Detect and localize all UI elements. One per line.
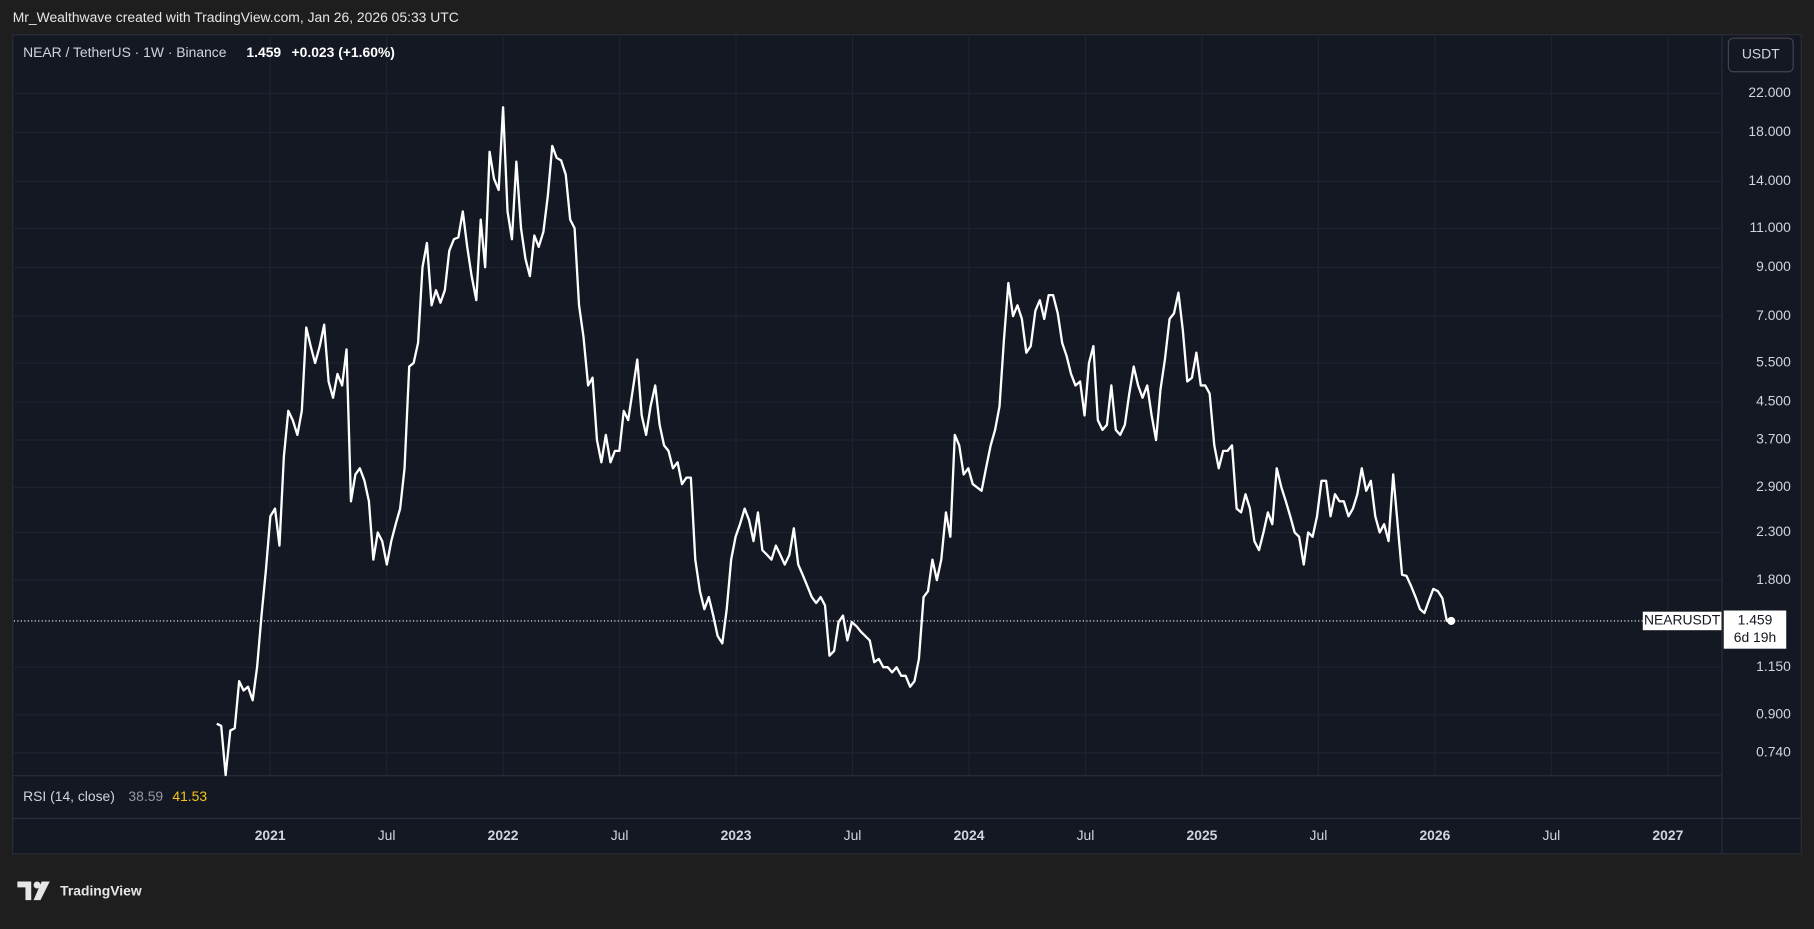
header-change: +0.023 (+1.60%) [292, 44, 395, 60]
top-bar: Mr_Wealthwave created with TradingView.c… [13, 9, 459, 25]
logo-icon [33, 881, 41, 889]
y-tick-label: 9.000 [1756, 258, 1791, 274]
price-tag [1723, 610, 1787, 649]
currency-button[interactable] [1727, 37, 1794, 73]
brand: TradingView [60, 883, 142, 899]
x-tick-label: Jul [1310, 827, 1328, 843]
y-tick-label: 1.800 [1756, 571, 1791, 587]
rsi-value: 41.53 [172, 788, 207, 804]
price-tag-countdown: 6d 19h [1734, 629, 1776, 645]
y-tick-label: 2.300 [1756, 523, 1791, 539]
y-tick-label: 18.000 [1748, 123, 1791, 139]
rsi-value: 38.59 [128, 788, 163, 804]
x-tick-label: 2024 [954, 827, 985, 843]
y-tick-label: 14.000 [1748, 172, 1791, 188]
x-tick-label: Jul [611, 827, 629, 843]
y-tick-label: 1.150 [1756, 658, 1791, 674]
y-tick-label: 4.500 [1756, 393, 1791, 409]
y-tick-label: 5.500 [1756, 354, 1791, 370]
y-tick-label: 2.900 [1756, 478, 1791, 494]
grid [13, 35, 1722, 776]
x-tick-label: Jul [1077, 827, 1095, 843]
price-tag-price: 1.459 [1738, 612, 1773, 628]
x-tick-label: 2022 [488, 827, 519, 843]
currency-label[interactable]: USDT [1742, 46, 1780, 62]
x-tick-label: 2023 [721, 827, 752, 843]
last-point [1447, 616, 1456, 625]
x-tick-label: Jul [378, 827, 396, 843]
y-tick-label: 0.740 [1756, 744, 1791, 760]
symbol: NEAR / TetherUS · 1W · Binance [23, 44, 227, 60]
y-tick-label: 3.700 [1756, 431, 1791, 447]
x-tick-label: Jul [844, 827, 862, 843]
x-tick-label: Jul [1543, 827, 1561, 843]
plot [13, 106, 1722, 777]
price-line [216, 106, 1452, 777]
y-tick-label: 22.000 [1748, 84, 1791, 100]
chart-frame [12, 34, 1802, 855]
y-tick-label: 7.000 [1756, 307, 1791, 323]
footer-logo: TradingView [17, 881, 142, 901]
x-tick-label: 2025 [1187, 827, 1218, 843]
logo-icon [33, 881, 50, 901]
x-tick-label: 2026 [1419, 827, 1450, 843]
y-tick-label: 0.900 [1756, 706, 1791, 722]
x-tick-label: 2021 [255, 827, 286, 843]
rsi-label: RSI (14, close) [23, 788, 115, 804]
y-tick-label: 11.000 [1749, 219, 1791, 235]
logo-icon [17, 881, 32, 901]
price-tag-symbol: NEARUSDT [1644, 612, 1721, 628]
header-price: 1.459 [246, 44, 281, 60]
x-tick-label: 2027 [1652, 827, 1683, 843]
price-tag [1642, 611, 1722, 631]
